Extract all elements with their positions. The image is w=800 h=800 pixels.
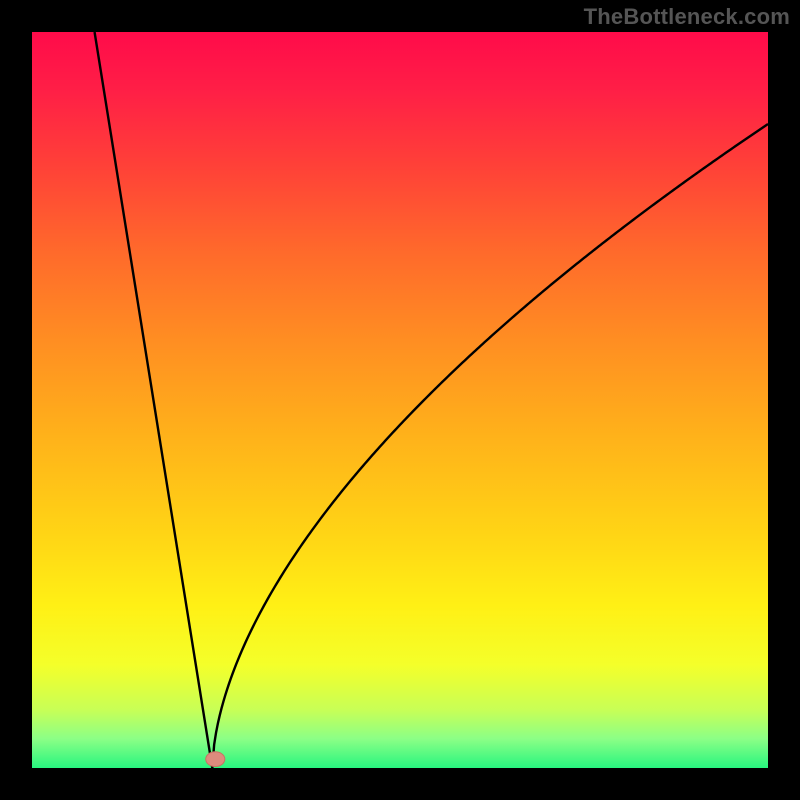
watermark-label: TheBottleneck.com [584, 4, 790, 30]
chart-frame: TheBottleneck.com [0, 0, 800, 800]
minimum-marker [206, 752, 225, 767]
chart-background-gradient [32, 32, 768, 768]
bottleneck-chart-svg [0, 0, 800, 800]
